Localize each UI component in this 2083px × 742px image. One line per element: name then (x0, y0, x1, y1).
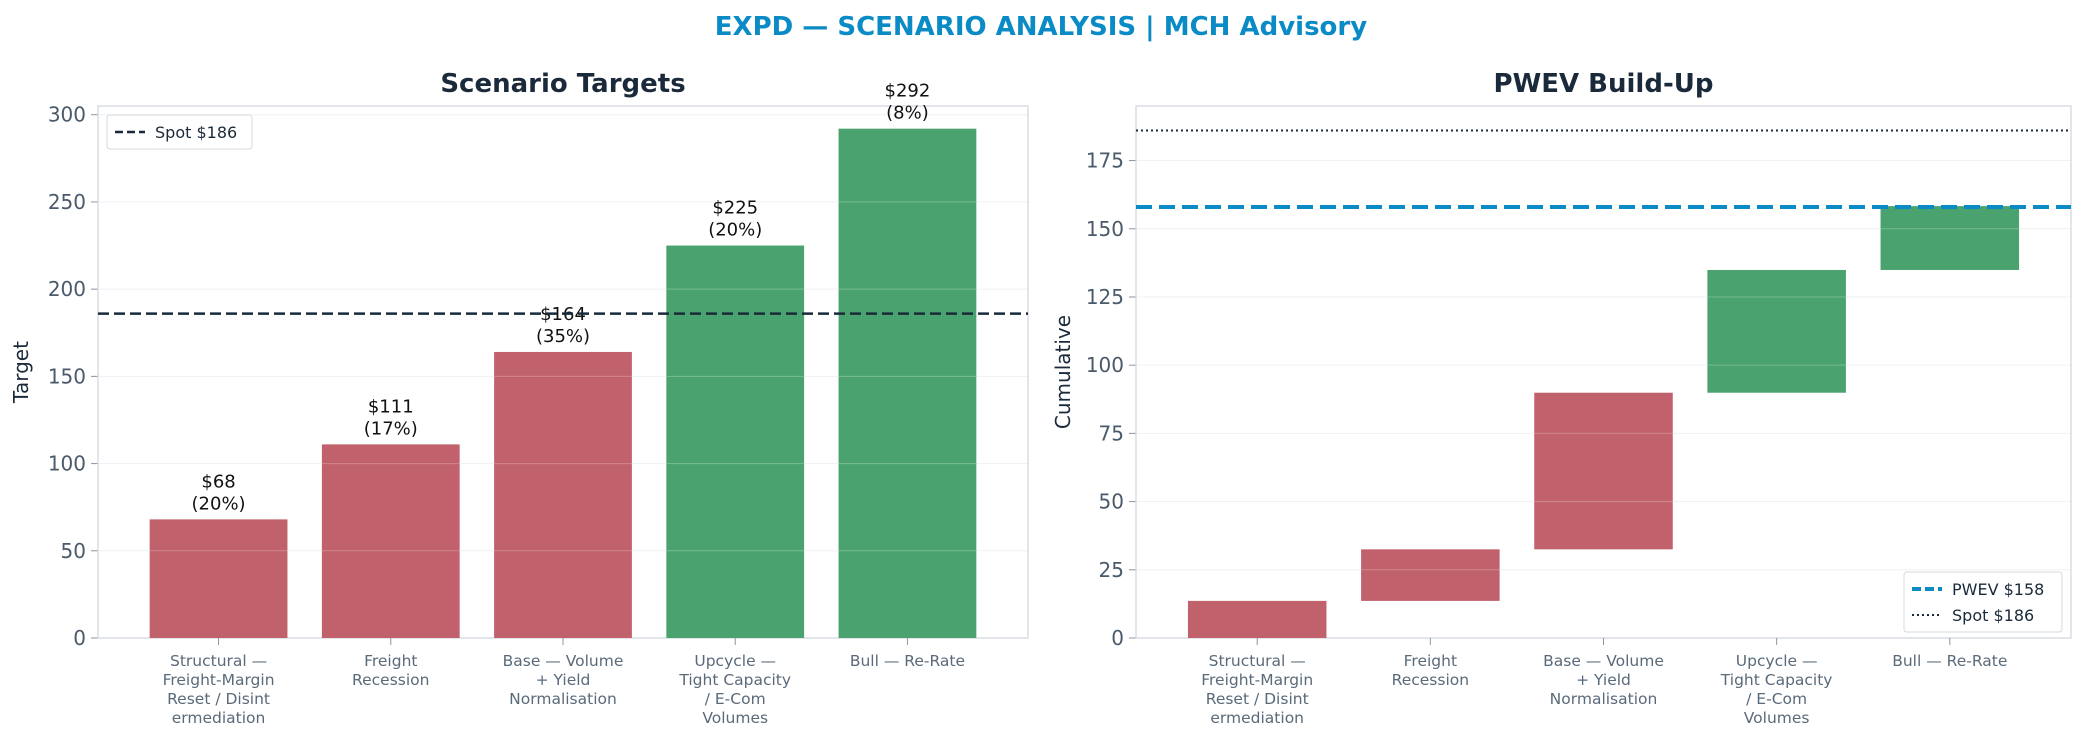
y-tick-label: 250 (48, 190, 86, 214)
x-tick-label: Upcycle — (1736, 652, 1818, 670)
y-tick-label: 200 (48, 277, 86, 301)
x-tick-label: Recession (1392, 671, 1469, 689)
probability-label: (20%) (192, 493, 246, 514)
x-tick-label: + Yield (536, 671, 591, 689)
legend-label: Spot $186 (1952, 606, 2034, 625)
y-tick-label: 0 (73, 626, 86, 650)
x-tick-label: Base — Volume (503, 652, 624, 670)
y-tick-label: 0 (1111, 626, 1124, 650)
x-tick-label: Structural — (1209, 652, 1306, 670)
panel-title: PWEV Build-Up (1494, 69, 1714, 99)
x-tick-label: Upcycle — (694, 652, 776, 670)
y-tick-label: 300 (48, 103, 86, 127)
bar (321, 444, 460, 638)
scenario-targets-chart: Scenario Targets 0 50 100 150 200 250 300 Target… (9, 69, 1029, 727)
y-tick-label: 75 (1099, 421, 1124, 445)
x-tick-label: Base — Volume (1543, 652, 1664, 670)
x-tick-label: Tight Capacity (1720, 671, 1833, 689)
y-axis-label: Cumulative (1051, 315, 1075, 429)
bar (666, 245, 805, 638)
legend-label: Spot $186 (155, 123, 237, 142)
legend-label: PWEV $158 (1952, 580, 2044, 599)
x-tick-label: Normalisation (509, 690, 617, 708)
y-tick-label: 125 (1086, 285, 1124, 309)
bar (1880, 206, 2020, 270)
x-tick-label: Recession (352, 671, 429, 689)
x-tick-label: Reset / Disint (1206, 690, 1309, 708)
y-tick-label: 100 (48, 452, 86, 476)
value-label: $292 (885, 81, 931, 102)
x-tick-label: Volumes (1744, 709, 1810, 727)
x-tick-label: Structural — (170, 652, 267, 670)
value-label: $68 (201, 471, 235, 492)
panel-title: Scenario Targets (440, 69, 685, 99)
y-tick-label: 50 (61, 539, 86, 563)
x-tick-label: Tight Capacity (678, 671, 791, 689)
pwev-buildup-chart: PWEV Build-Up 0 25 50 75 100 125 150 175 Cumulati… (1051, 69, 2072, 727)
probability-label: (17%) (364, 418, 418, 439)
x-tick-label: Bull — Re-Rate (1892, 652, 2007, 670)
bar (1707, 269, 1846, 393)
bar (1187, 600, 1327, 638)
x-tick-label: / E-Com (1746, 690, 1807, 708)
x-tick-label: ermediation (172, 709, 266, 727)
bar (494, 351, 632, 638)
x-tick-label: Freight-Margin (1201, 671, 1313, 689)
x-tick-label: Normalisation (1550, 690, 1658, 708)
y-tick-label: 50 (1099, 490, 1124, 514)
plot-frame (1135, 105, 2072, 639)
x-tick-label: + Yield (1576, 671, 1631, 689)
probability-label: (20%) (708, 220, 762, 241)
bar (838, 128, 977, 638)
y-tick-label: 175 (1086, 149, 1124, 173)
x-tick-label: ermediation (1210, 709, 1304, 727)
x-tick-label: Freight (1404, 652, 1457, 670)
bar (149, 519, 288, 638)
x-tick-label: Freight (364, 652, 417, 670)
y-tick-label: 150 (1086, 217, 1124, 241)
x-tick-label: Bull — Re-Rate (850, 652, 965, 670)
x-tick-label: Volumes (702, 709, 768, 727)
legend-box (106, 114, 253, 150)
figure-title: EXPD — SCENARIO ANALYSIS | MCH Advisory (715, 12, 1367, 42)
bar (1534, 392, 1673, 550)
bar (1361, 549, 1500, 601)
y-tick-label: 100 (1086, 353, 1124, 377)
value-label: $225 (712, 198, 758, 219)
y-tick-label: 150 (48, 364, 86, 388)
probability-label: (8%) (886, 103, 929, 124)
y-axis-label: Target (9, 341, 33, 404)
x-tick-label: Reset / Disint (167, 690, 270, 708)
x-tick-label: Freight-Margin (163, 671, 275, 689)
legend-box (1903, 571, 2063, 633)
value-label: $111 (368, 396, 414, 417)
probability-label: (35%) (536, 326, 590, 347)
y-tick-label: 25 (1099, 558, 1124, 582)
x-tick-label: / E-Com (705, 690, 766, 708)
